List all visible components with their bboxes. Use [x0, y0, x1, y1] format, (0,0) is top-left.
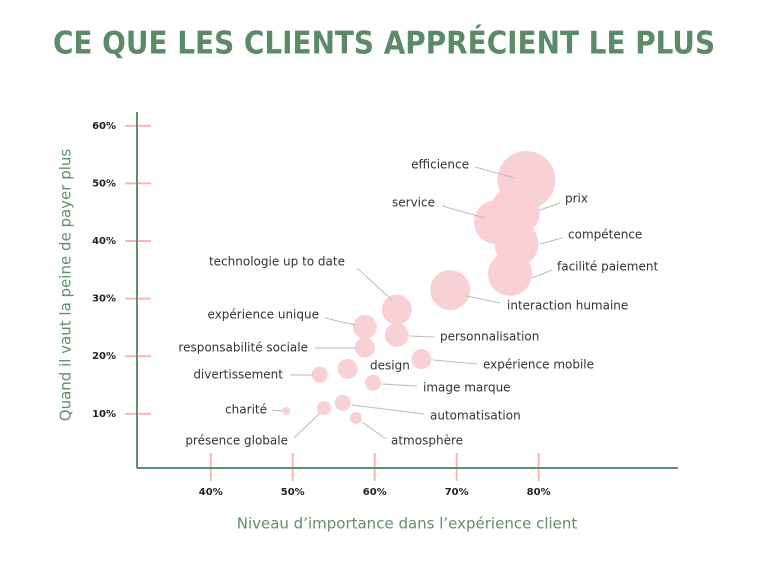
- bubble-label: expérience mobile: [483, 358, 594, 372]
- bubble: [316, 401, 331, 416]
- bubble: [384, 322, 409, 347]
- leader-line: [356, 267, 393, 301]
- x-tick-label: 40%: [199, 487, 223, 498]
- bubble-label: divertissement: [193, 368, 283, 382]
- bubble: [311, 366, 328, 383]
- bubble-label: charité: [225, 403, 267, 417]
- bubble-label: compétence: [568, 228, 642, 242]
- bubble-label: image marque: [423, 381, 511, 395]
- bubble: [334, 394, 351, 411]
- leader-line: [351, 404, 425, 415]
- leader-line: [361, 421, 387, 440]
- bubble-label: responsabilité sociale: [178, 341, 308, 355]
- y-tick-label: 30%: [92, 294, 116, 305]
- bubble-label: technologie up to date: [209, 255, 345, 269]
- bubble: [349, 411, 362, 424]
- y-tick-label: 20%: [92, 351, 116, 362]
- bubble: [337, 358, 358, 379]
- bubble-label: facilité paiement: [557, 260, 658, 274]
- leader-line: [531, 269, 553, 279]
- bubble-label: automatisation: [430, 409, 521, 423]
- leader-line: [324, 317, 356, 326]
- bubble: [365, 374, 382, 391]
- x-tick-label: 70%: [445, 487, 469, 498]
- bubble-label: atmosphère: [391, 434, 463, 448]
- bubble: [352, 314, 377, 339]
- leader-line: [293, 412, 321, 439]
- bubble-label: présence globale: [185, 434, 288, 448]
- leader-line: [432, 359, 478, 365]
- bubble-label: efficience: [411, 158, 469, 172]
- y-tick-label: 50%: [92, 178, 116, 189]
- x-tick-label: 50%: [281, 487, 305, 498]
- y-tick-label: 40%: [92, 236, 116, 247]
- bubble: [430, 270, 471, 310]
- chart-title: CE QUE LES CLIENTS APPRÉCIENT LE PLUS: [53, 26, 715, 62]
- y-tick-label: 60%: [92, 121, 116, 132]
- leader-line: [409, 335, 435, 338]
- bubble: [411, 349, 432, 370]
- leader-line: [539, 237, 563, 245]
- leader-line: [474, 166, 516, 179]
- leader-line: [381, 383, 418, 387]
- leader-line: [441, 205, 486, 219]
- bubble-label: expérience unique: [208, 308, 319, 322]
- leader-line: [539, 202, 561, 211]
- x-tick-label: 60%: [363, 487, 387, 498]
- x-tick-label: 80%: [527, 487, 551, 498]
- bubble: [381, 294, 412, 325]
- bubble-label: interaction humaine: [507, 299, 628, 313]
- bubble: [354, 337, 375, 358]
- bubble: [487, 251, 532, 296]
- y-axis-label: Quand il vaut la peine de payer plus: [57, 149, 75, 422]
- leader-line: [271, 409, 284, 412]
- leader-line: [465, 295, 501, 304]
- x-axis-label: Niveau d’importance dans l’expérience cl…: [237, 515, 578, 533]
- bubble-label: service: [392, 196, 435, 210]
- bubble-label: design: [370, 359, 410, 373]
- bubble-label: prix: [565, 192, 588, 206]
- bubble: [282, 406, 291, 415]
- bubble-label: personnalisation: [440, 330, 539, 344]
- y-tick-label: 10%: [92, 409, 116, 420]
